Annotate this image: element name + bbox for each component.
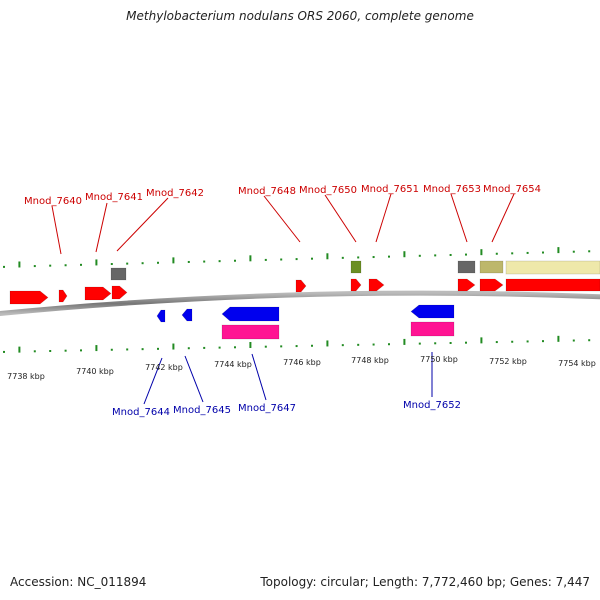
forward-gene-arrow [505, 278, 600, 292]
pale-feature [505, 260, 600, 275]
leader-line [184, 355, 204, 403]
reverse-gene-label: Mnod_7647 [238, 403, 296, 414]
forward-gene-label: Mnod_7642 [146, 188, 204, 199]
forward-gene-label: Mnod_7650 [299, 185, 357, 196]
forward-gene-arrow [295, 279, 307, 293]
reverse-gene-arrow [156, 309, 166, 323]
forward-gene-arrow [84, 286, 112, 301]
forward-gene-label: Mnod_7654 [483, 184, 541, 195]
reverse-gene-label: Mnod_7645 [173, 405, 231, 416]
scale-label: 7738 kbp [7, 372, 45, 381]
scale-label: 7740 kbp [76, 367, 114, 376]
scale-labels: 7738 kbp 7740 kbp 7742 kbp 7744 kbp 7746 kbp… [7, 355, 596, 381]
forward-gene-arrow [111, 285, 128, 300]
reverse-gene-arrow [410, 304, 455, 319]
leader-line [95, 202, 108, 253]
scale-label: 7754 kbp [558, 359, 596, 368]
leader-line [51, 205, 62, 255]
scale-label: 7746 kbp [283, 358, 321, 367]
pink-feature [221, 324, 280, 340]
genome-backbone [0, 290, 600, 317]
genome-summary-text: Topology: circular; Length: 7,772,460 bp… [260, 575, 590, 589]
map-title: Methylobacterium nodulans ORS 2060, comp… [126, 9, 474, 23]
gene-features [9, 260, 600, 340]
leader-line [116, 197, 169, 252]
reverse-gene-label: Mnod_7652 [403, 400, 461, 411]
reverse-gene-arrow [221, 306, 280, 322]
leader-line [375, 193, 392, 243]
forward-gene-arrow [350, 278, 362, 292]
khaki-feature [479, 260, 504, 274]
forward-gene-arrow [58, 289, 68, 303]
gene-labels: Mnod_7640 Mnod_7641 Mnod_7642 Mnod_7648 Mnod… [24, 184, 541, 418]
leader-line [263, 195, 301, 243]
forward-gene-arrow [368, 278, 385, 292]
leader-line [491, 193, 515, 243]
forward-gene-label: Mnod_7653 [423, 184, 481, 195]
forward-gene-label: Mnod_7641 [85, 192, 143, 203]
leader-line [143, 357, 163, 405]
forward-gene-arrow [457, 278, 476, 292]
scale-label: 7752 kbp [489, 357, 527, 366]
leader-line [251, 353, 267, 401]
scale-label: 7748 kbp [351, 356, 389, 365]
forward-gene-label: Mnod_7651 [361, 184, 419, 195]
accession-text: Accession: NC_011894 [10, 575, 147, 589]
pink-feature [410, 321, 455, 337]
olive-feature [350, 260, 362, 274]
scale-label: 7744 kbp [214, 360, 252, 369]
forward-gene-arrow [9, 290, 49, 305]
leader-line [450, 193, 468, 243]
outer-tick-track [3, 247, 591, 268]
forward-gene-label: Mnod_7640 [24, 196, 82, 207]
inner-tick-track [3, 335, 591, 353]
scale-label: 7742 kbp [145, 363, 183, 372]
forward-gene-arrow [479, 278, 504, 292]
reverse-gene-label: Mnod_7644 [112, 407, 170, 418]
leader-line [324, 194, 357, 243]
forward-gene-label: Mnod_7648 [238, 186, 296, 197]
label-leader-lines [51, 193, 515, 405]
gray-feature [110, 267, 127, 281]
gray-feature [457, 260, 476, 274]
reverse-gene-arrow [181, 308, 193, 322]
scale-label: 7750 kbp [420, 355, 458, 364]
